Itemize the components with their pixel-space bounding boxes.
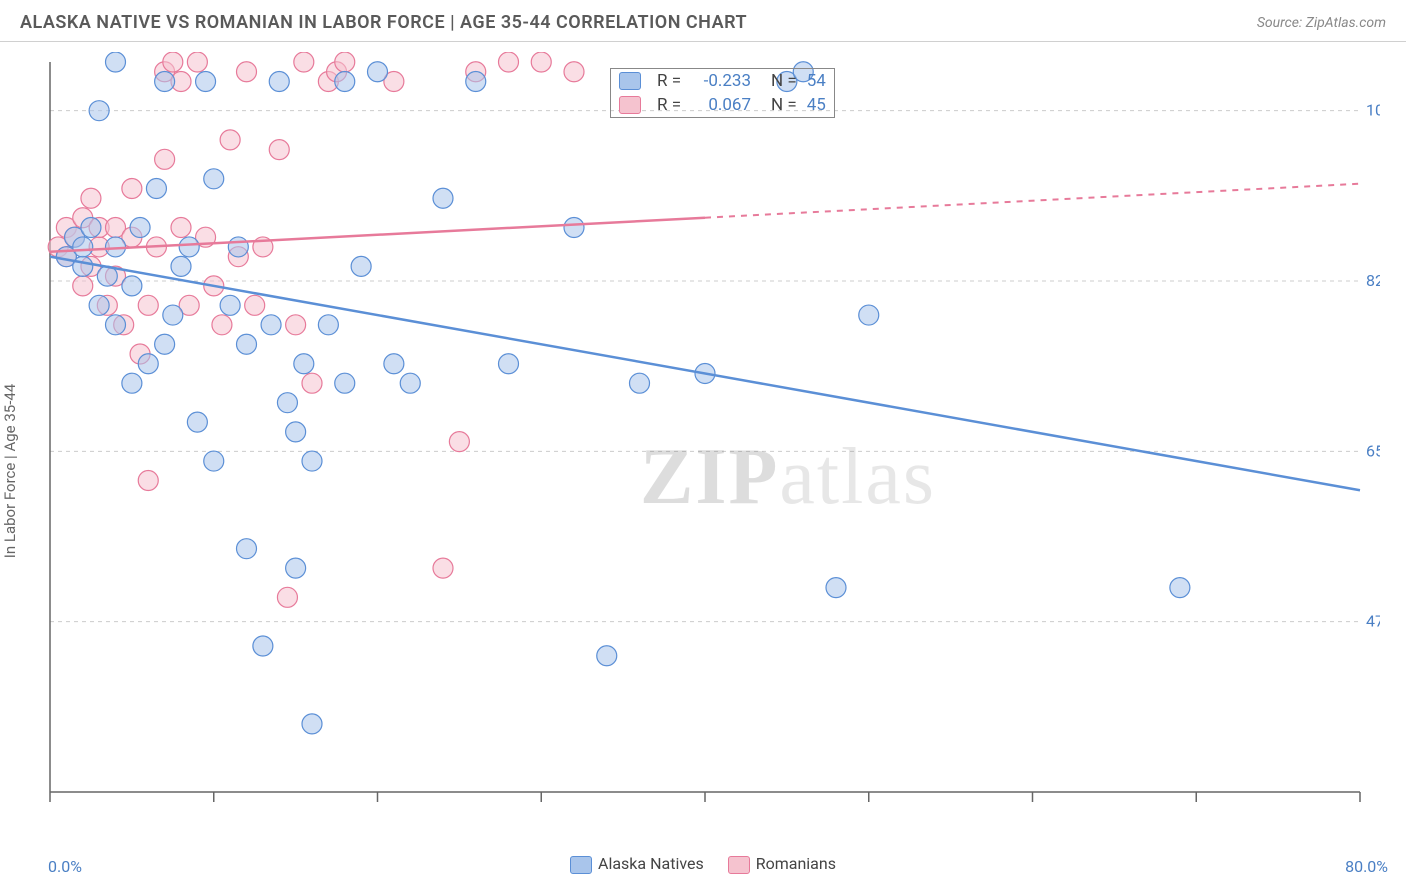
legend-label: Romanians xyxy=(756,854,836,873)
stats-row: R =0.067N =45 xyxy=(611,93,834,117)
svg-text:65.0%: 65.0% xyxy=(1366,441,1380,460)
svg-text:100.0%: 100.0% xyxy=(1366,101,1380,120)
chart-title: ALASKA NATIVE VS ROMANIAN IN LABOR FORCE… xyxy=(20,12,747,33)
svg-text:47.5%: 47.5% xyxy=(1366,612,1380,631)
scatter-plot-svg: 47.5% 65.0% 82.5% 100.0% xyxy=(40,52,1380,812)
chart-area: In Labor Force | Age 35-44 47.5% 65.0% 82.… xyxy=(0,42,1406,882)
chart-header: ALASKA NATIVE VS ROMANIAN IN LABOR FORCE… xyxy=(0,0,1406,42)
y-axis-label: In Labor Force | Age 35-44 xyxy=(1,384,19,558)
legend-item: Alaska Natives xyxy=(570,854,704,874)
stats-row: R =-0.233N =54 xyxy=(611,69,834,93)
correlation-stats-box: R =-0.233N =54R =0.067N =45 xyxy=(610,68,835,118)
legend-item: Romanians xyxy=(728,854,836,874)
chart-source: Source: ZipAtlas.com xyxy=(1257,15,1386,31)
series-swatch-icon xyxy=(619,96,641,114)
legend-bottom: Alaska Natives Romanians xyxy=(0,846,1406,882)
legend-swatch-icon xyxy=(728,856,750,874)
legend-swatch-icon xyxy=(570,856,592,874)
legend-label: Alaska Natives xyxy=(598,854,704,873)
series-swatch-icon xyxy=(619,72,641,90)
svg-text:82.5%: 82.5% xyxy=(1366,271,1380,290)
